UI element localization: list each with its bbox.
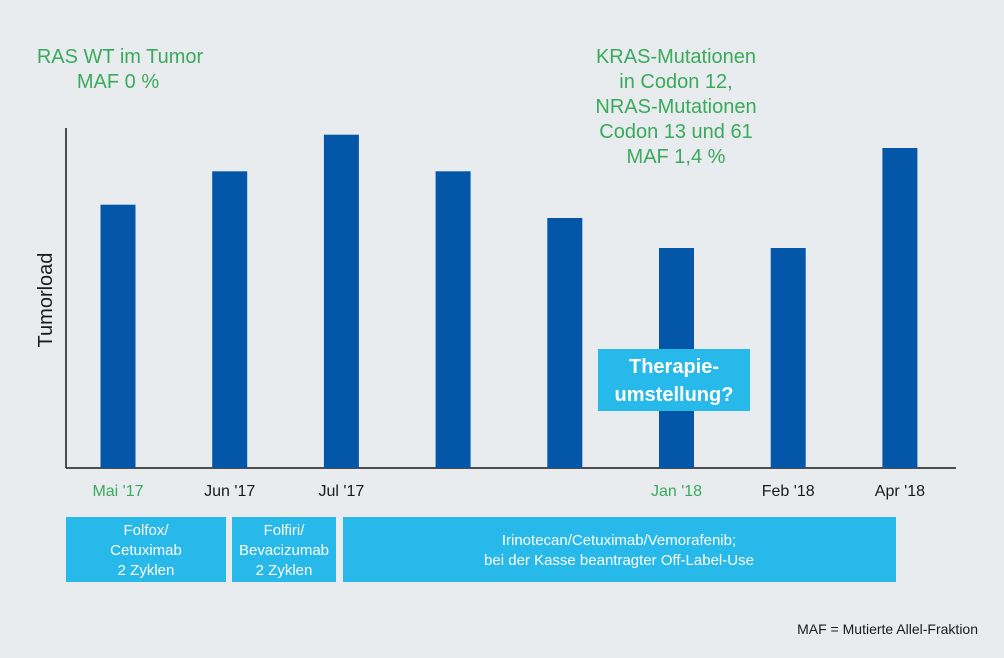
therapy-1-line-1: Folfox/ [123, 522, 169, 539]
left-annotation-line-2: MAF 0 % [77, 71, 159, 93]
therapy-2-line-3: 2 Zyklen [256, 562, 313, 579]
therapy-1-line-2: Cetuximab [110, 542, 182, 559]
bar-8 [882, 148, 918, 468]
therapy-1-box [66, 517, 226, 582]
therapy-3: Irinotecan/Cetuximab/Vemorafenib; bei de… [343, 517, 896, 582]
x-tick-label-2: Jun '17 [204, 483, 255, 500]
therapy-3-box [343, 517, 896, 582]
footnote: MAF = Mutierte Allel-Fraktion [797, 621, 978, 637]
x-tick-label-6: Jan '18 [651, 483, 702, 500]
x-tick-label-8: Apr '18 [875, 483, 925, 500]
y-axis-label: Tumorload [35, 253, 57, 348]
callout-line-1: Therapie- [629, 356, 719, 378]
bar-5 [547, 218, 583, 468]
therapy-change-callout: Therapie- umstellung? [598, 349, 750, 411]
therapy-3-line-2: bei der Kasse beantragter Off-Label-Use [484, 552, 754, 569]
right-annotation-line-3: NRAS-Mutationen [595, 96, 756, 118]
therapy-2-line-1: Folfiri/ [264, 522, 306, 539]
bar-1 [100, 204, 136, 468]
x-tick-label-7: Feb '18 [762, 483, 815, 500]
therapy-2-line-2: Bevacizumab [239, 542, 329, 559]
left-annotation: RAS WT im Tumor MAF 0 % [37, 46, 204, 93]
right-annotation-line-5: MAF 1,4 % [627, 146, 726, 168]
therapy-2: Folfiri/ Bevacizumab 2 Zyklen [232, 517, 336, 582]
right-annotation-line-1: KRAS-Mutationen [596, 46, 756, 68]
x-tick-label-1: Mai '17 [92, 483, 143, 500]
bar-2 [212, 171, 248, 469]
therapy-2-box [232, 517, 336, 582]
therapy-boxes: Folfox/ Cetuximab 2 Zyklen Folfiri/ Beva… [66, 517, 896, 582]
x-tick-label-3: Jul '17 [319, 483, 365, 500]
therapy-1-line-3: 2 Zyklen [118, 562, 175, 579]
right-annotation-line-2: in Codon 12, [619, 71, 732, 93]
callout-line-2: umstellung? [615, 384, 734, 406]
right-annotation-line-4: Codon 13 und 61 [599, 121, 752, 143]
therapy-3-line-1: Irinotecan/Cetuximab/Vemorafenib; [502, 532, 736, 549]
callout-box [598, 349, 750, 411]
therapy-1: Folfox/ Cetuximab 2 Zyklen [66, 517, 226, 582]
bar-4 [435, 171, 471, 469]
bars-group [100, 134, 918, 469]
bar-3 [323, 134, 359, 468]
left-annotation-line-1: RAS WT im Tumor [37, 46, 204, 68]
bar-7 [770, 248, 806, 468]
x-tick-labels: Mai '17 Jun '17 Jul '17 Jan '18 Feb '18 Apr '… [92, 483, 925, 500]
right-annotation: KRAS-Mutationen in Codon 12, NRAS-Mutati… [595, 46, 756, 168]
